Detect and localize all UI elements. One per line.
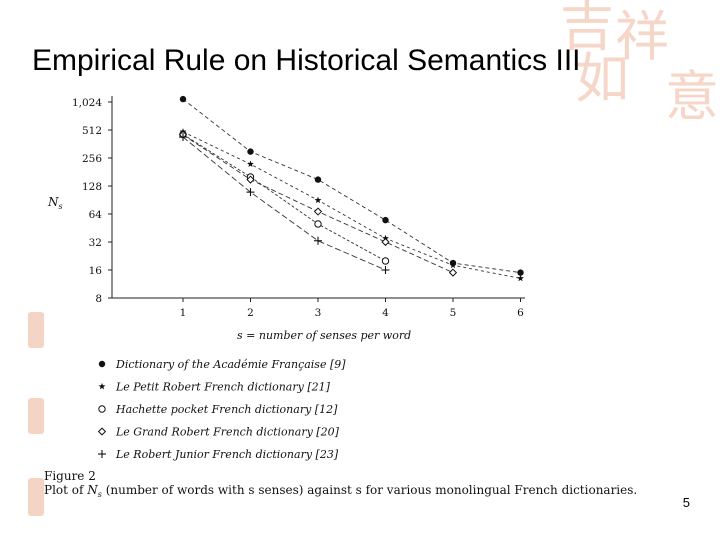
data-point-s1-4 <box>382 216 389 224</box>
data-point-s2-5 <box>449 261 457 269</box>
legend-marker-4 <box>97 427 107 436</box>
data-point-s3-4 <box>381 257 390 265</box>
chart-series-lines <box>182 98 521 279</box>
slide-title: Empirical Rule on Historical Semantics I… <box>32 44 581 77</box>
legend-entry-3: Hachette pocket French dictionary [12] <box>115 403 338 416</box>
legend-entry-5: Le Robert Junior French dictionary [23] <box>115 448 339 461</box>
figure-caption-label: Figure 2 <box>44 469 96 483</box>
data-point-s3-3 <box>314 220 322 228</box>
data-point-s4-4 <box>381 237 390 247</box>
data-point-s1-2 <box>247 148 254 155</box>
y-axis-label-symbol: N <box>47 195 59 209</box>
y-axis-label: Ns <box>47 195 63 211</box>
series-line-3 <box>182 133 386 262</box>
y-tick-label: 16 <box>89 265 103 277</box>
y-tick-label: 128 <box>82 181 102 193</box>
y-tick-label: 512 <box>82 125 102 137</box>
y-tick-label: 1,024 <box>72 97 102 109</box>
data-point-s4-3 <box>313 207 323 216</box>
decor-glyph-1: 吉 <box>560 0 614 58</box>
series-line-5 <box>182 136 386 271</box>
data-point-s4-5 <box>448 268 458 277</box>
data-point-s4-2 <box>246 175 255 184</box>
series-line-2 <box>182 131 521 279</box>
legend-marker-5 <box>98 450 106 458</box>
y-tick-label: 256 <box>82 153 102 165</box>
data-point-s5-3 <box>314 236 322 245</box>
decor-strip-1 <box>28 312 44 348</box>
data-point-s5-4 <box>381 266 390 274</box>
x-tick-label: 3 <box>315 307 322 319</box>
decor-glyph-3: 如 <box>575 47 629 110</box>
series-line-1 <box>182 98 521 274</box>
data-point-s1-6 <box>517 269 524 276</box>
caption-subscript: s <box>98 490 102 499</box>
y-tick-label: 64 <box>89 209 103 221</box>
decor-glyph-2: 祥 <box>615 5 669 68</box>
y-tick-label: 32 <box>89 237 102 249</box>
decor-glyph-4: 意 <box>665 65 719 128</box>
x-tick-label: 1 <box>180 307 187 319</box>
x-tick-label: 6 <box>517 307 524 319</box>
legend-marker-1 <box>98 360 106 368</box>
data-point-s2-6 <box>517 274 524 282</box>
data-point-s1-1 <box>179 95 187 103</box>
y-tick-label: 8 <box>95 293 102 305</box>
legend-marker-2 <box>98 382 106 390</box>
page-number: 5 <box>682 495 690 510</box>
x-tick-label: 5 <box>450 307 457 319</box>
data-point-s5-2 <box>246 188 255 197</box>
x-tick-label: 2 <box>247 307 254 319</box>
x-tick-label: 4 <box>382 307 389 319</box>
data-point-s5-1 <box>179 133 187 142</box>
chart-axes: 8 16 32 64 128 256 512 1,024 1 2 3 4 5 6 <box>72 96 525 319</box>
chart-series-markers <box>178 95 524 282</box>
caption-symbol: N <box>86 483 98 497</box>
data-point-s2-2 <box>247 160 254 168</box>
figure-caption-text: Plot of Ns (number of words with s sense… <box>44 483 637 499</box>
legend-entry-2: Le Petit Robert French dictionary [21] <box>115 381 331 394</box>
chart-legend: Dictionary of the Académie Française [9]… <box>97 358 346 461</box>
data-point-s2-3 <box>314 196 322 204</box>
caption-pre: Plot of <box>44 483 87 497</box>
data-point-s1-3 <box>314 176 322 183</box>
legend-entry-4: Le Grand Robert French dictionary [20] <box>115 426 340 439</box>
caption-post: (number of words with s senses) against … <box>102 483 637 497</box>
series-line-4 <box>182 134 454 274</box>
x-axis-label: s = number of senses per word <box>237 329 411 342</box>
decor-strip-3 <box>28 478 44 516</box>
y-axis-label-sub: s <box>59 202 63 211</box>
legend-entry-1: Dictionary of the Académie Française [9] <box>115 358 346 371</box>
decor-strip-2 <box>28 398 44 434</box>
legend-marker-3 <box>98 405 106 413</box>
